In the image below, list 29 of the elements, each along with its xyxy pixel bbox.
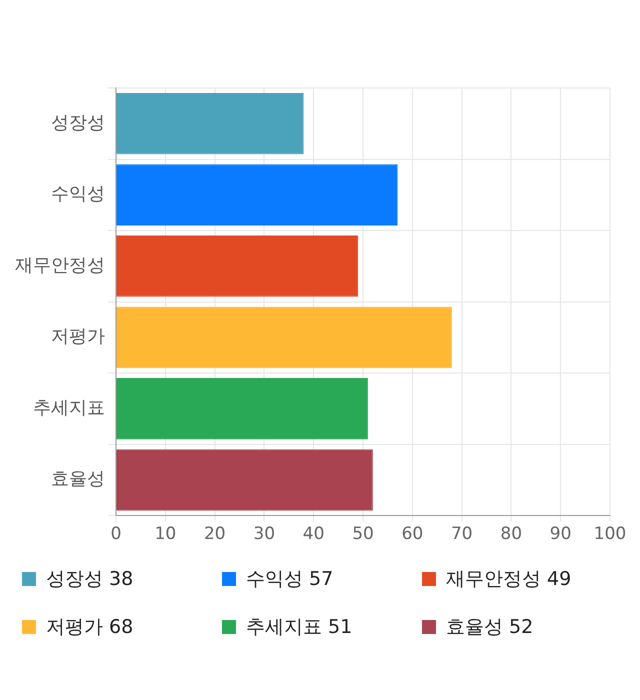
- y-tick-label: 수익성: [51, 184, 105, 205]
- bar: [116, 236, 358, 297]
- text: 저평가 68: [46, 615, 134, 640]
- y-tick-label: 재무안정성: [15, 254, 105, 276]
- bar: [116, 164, 398, 226]
- x-tick-label: 30: [253, 524, 276, 544]
- text: 수익성 57: [246, 567, 334, 592]
- x-tick-label: 90: [550, 524, 572, 544]
- x-tick-label: 50: [352, 524, 374, 544]
- y-tick-label: 효율성: [51, 468, 105, 490]
- bar: [116, 306, 452, 368]
- x-tick-label: 100: [594, 524, 626, 544]
- x-tick-label: 10: [154, 524, 176, 544]
- text: 성장성 38: [46, 567, 134, 592]
- text: 효율성 52: [446, 615, 534, 640]
- x-tick-label: 0: [110, 524, 122, 544]
- y-tick-label: 저평가: [51, 326, 105, 348]
- y-tick-label: 성장성: [51, 112, 105, 134]
- x-tick-label: 80: [500, 524, 522, 544]
- text: 재무안정성 49: [446, 567, 572, 592]
- bar: [116, 92, 304, 154]
- x-tick-label: 40: [302, 524, 324, 544]
- y-tick-label: 추세지표: [33, 397, 105, 418]
- text: 추세지표 51: [246, 615, 352, 640]
- x-tick-label: 20: [204, 524, 226, 544]
- bar: [116, 449, 373, 511]
- bar: [116, 378, 368, 440]
- x-tick-label: 60: [402, 524, 424, 544]
- x-tick-label: 70: [450, 524, 473, 544]
